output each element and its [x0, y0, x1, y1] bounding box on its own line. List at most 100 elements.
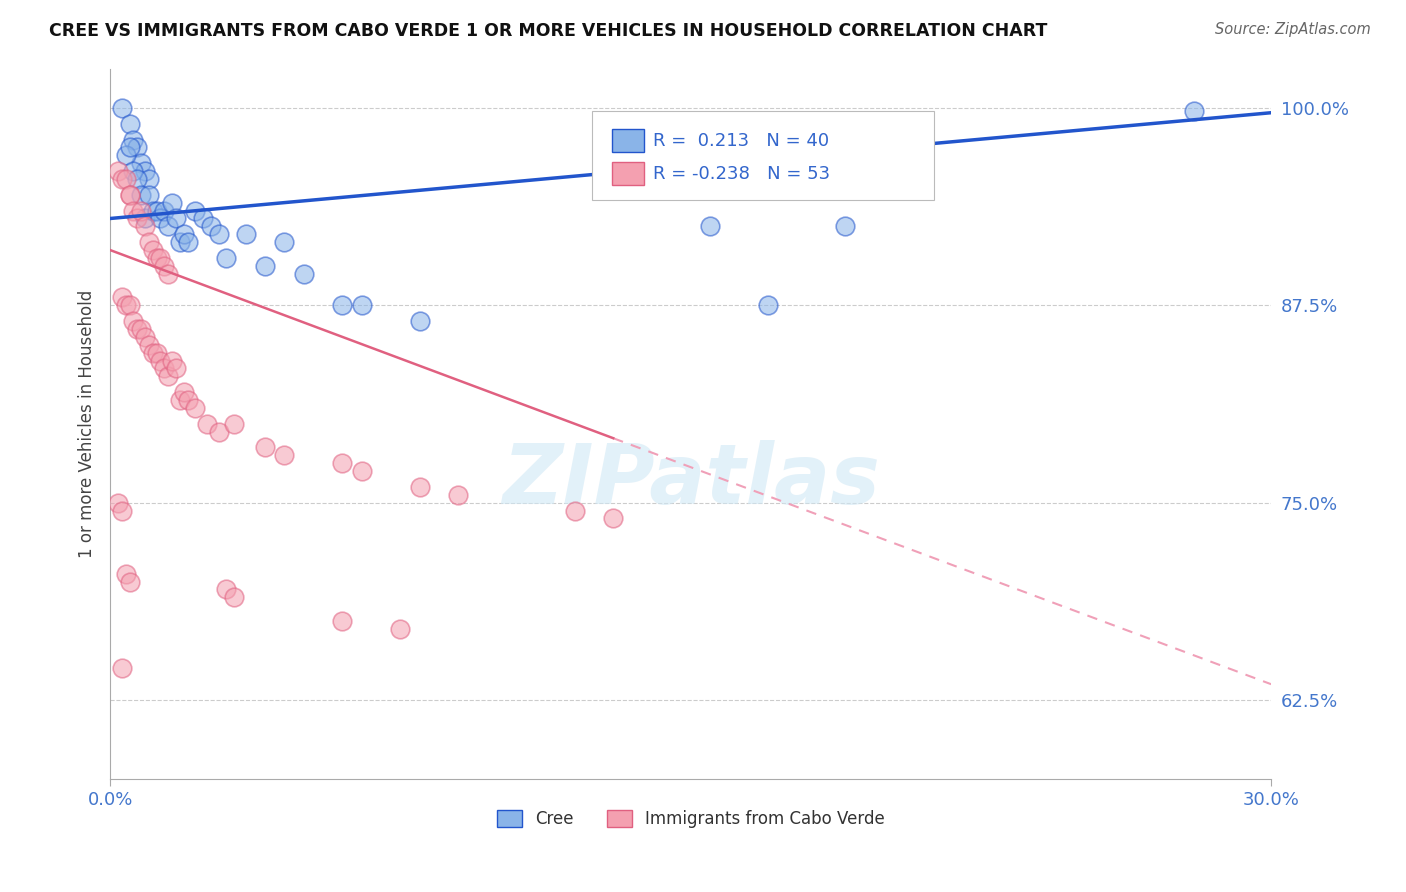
Point: [165, 211, 187, 226]
Point: [195, 417, 218, 431]
Point: [118, 140, 141, 154]
Point: [111, 503, 134, 517]
Point: [118, 117, 141, 131]
Point: [111, 661, 134, 675]
Point: [118, 187, 141, 202]
Point: [564, 503, 586, 517]
Point: [114, 566, 136, 581]
Point: [142, 203, 165, 218]
Point: [200, 219, 222, 234]
Point: [273, 235, 295, 249]
Point: [134, 219, 156, 234]
Bar: [612, 129, 644, 153]
Bar: [612, 162, 644, 185]
Point: [138, 235, 160, 249]
Point: [127, 172, 149, 186]
Point: [149, 353, 172, 368]
Point: [176, 235, 198, 249]
Point: [138, 172, 160, 186]
Point: [350, 298, 373, 312]
Point: [114, 172, 136, 186]
Legend: Cree, Immigrants from Cabo Verde: Cree, Immigrants from Cabo Verde: [489, 803, 891, 835]
Point: [129, 203, 152, 218]
Point: [173, 227, 195, 242]
Point: [134, 211, 156, 226]
Point: [129, 322, 152, 336]
Point: [118, 574, 141, 589]
Point: [111, 172, 134, 186]
Point: [330, 614, 353, 628]
Point: [145, 345, 167, 359]
Point: [127, 211, 149, 226]
Text: R = -0.238   N = 53: R = -0.238 N = 53: [654, 164, 831, 183]
Point: [184, 203, 207, 218]
Point: [165, 361, 187, 376]
Point: [114, 148, 136, 162]
Point: [127, 140, 149, 154]
Point: [153, 259, 176, 273]
Point: [111, 101, 134, 115]
Point: [699, 219, 721, 234]
Point: [138, 338, 160, 352]
Point: [1182, 104, 1205, 119]
Point: [273, 448, 295, 462]
Point: [222, 591, 245, 605]
Point: [330, 456, 353, 470]
Point: [145, 251, 167, 265]
Text: R =  0.213   N = 40: R = 0.213 N = 40: [654, 132, 830, 150]
Text: CREE VS IMMIGRANTS FROM CABO VERDE 1 OR MORE VEHICLES IN HOUSEHOLD CORRELATION C: CREE VS IMMIGRANTS FROM CABO VERDE 1 OR …: [49, 22, 1047, 40]
Point: [409, 314, 432, 328]
Point: [834, 219, 856, 234]
Point: [235, 227, 257, 242]
Point: [122, 314, 145, 328]
Point: [122, 132, 145, 146]
Point: [184, 401, 207, 415]
Point: [142, 243, 165, 257]
Point: [169, 392, 191, 407]
Text: ZIPatlas: ZIPatlas: [502, 440, 880, 521]
Point: [138, 187, 160, 202]
Point: [191, 211, 214, 226]
Point: [253, 441, 276, 455]
Point: [153, 203, 176, 218]
Point: [153, 361, 176, 376]
Point: [114, 298, 136, 312]
Point: [122, 164, 145, 178]
Point: [215, 582, 238, 597]
Point: [157, 219, 180, 234]
Point: [107, 496, 129, 510]
Point: [207, 227, 229, 242]
Point: [134, 330, 156, 344]
Point: [142, 345, 165, 359]
Point: [222, 417, 245, 431]
Point: [207, 425, 229, 439]
Point: [149, 211, 172, 226]
Point: [157, 369, 180, 384]
Point: [350, 464, 373, 478]
Point: [122, 203, 145, 218]
Point: [145, 203, 167, 218]
Point: [176, 392, 198, 407]
Point: [330, 298, 353, 312]
Point: [129, 187, 152, 202]
Point: [447, 488, 470, 502]
Point: [389, 622, 412, 636]
Point: [118, 298, 141, 312]
Point: [602, 511, 624, 525]
FancyBboxPatch shape: [592, 112, 935, 200]
Point: [215, 251, 238, 265]
Point: [756, 298, 779, 312]
Point: [129, 156, 152, 170]
Point: [127, 322, 149, 336]
Point: [149, 251, 172, 265]
Y-axis label: 1 or more Vehicles in Household: 1 or more Vehicles in Household: [79, 290, 96, 558]
Point: [134, 164, 156, 178]
Point: [169, 235, 191, 249]
Point: [173, 385, 195, 400]
Text: Source: ZipAtlas.com: Source: ZipAtlas.com: [1215, 22, 1371, 37]
Point: [157, 267, 180, 281]
Point: [107, 164, 129, 178]
Point: [160, 353, 183, 368]
Point: [253, 259, 276, 273]
Point: [160, 195, 183, 210]
